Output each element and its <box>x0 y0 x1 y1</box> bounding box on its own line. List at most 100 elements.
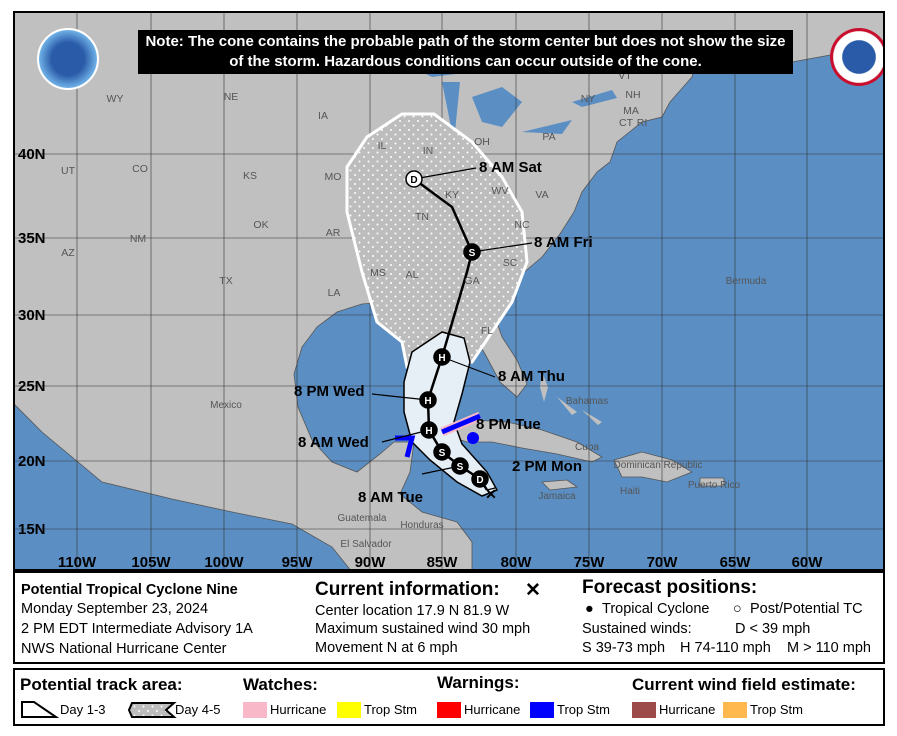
region-label: KY <box>445 189 459 201</box>
jamaica <box>541 479 579 491</box>
filled-circle-icon: ● <box>585 601 594 617</box>
map: 110W 105W 100W 95W 90W 85W 80W 75W 70W 65W 60W 40N 3… <box>13 11 885 571</box>
x-mark-icon: ✕ <box>525 580 541 601</box>
track-area-title: Potential track area: <box>20 675 183 694</box>
forecast-point-marker <box>451 457 469 475</box>
intensity-symbol: H <box>424 396 431 407</box>
region-label: FL <box>481 325 493 337</box>
day-4-5-icon <box>128 702 177 718</box>
longitude-label: 95W <box>282 554 314 569</box>
legend-swatch <box>530 702 554 718</box>
forecast-time-label: 8 AM Thu <box>498 368 565 385</box>
region-label: KS <box>243 170 257 182</box>
forecast-time-label: 8 AM Fri <box>534 234 593 251</box>
latitude-label: 20N <box>18 453 46 470</box>
region-label: NE <box>224 91 239 103</box>
intensity-symbol: H <box>438 353 445 364</box>
post-tc-label: Post/Potential TC <box>750 601 863 617</box>
longitude-label: 65W <box>720 554 752 569</box>
region-label: Honduras <box>400 520 443 531</box>
intensity-symbol: D <box>410 175 417 186</box>
region-label: TX <box>219 275 232 287</box>
puerto-rico <box>699 477 725 487</box>
info-panel: Potential Tropical Cyclone Nine Monday S… <box>13 571 885 664</box>
sustained-winds-label: Sustained winds: <box>582 621 692 637</box>
latitude-label: 30N <box>18 307 46 324</box>
legend-label: Trop Stm <box>750 702 803 717</box>
region-label: Puerto Rico <box>688 480 741 491</box>
advisory-date: Monday September 23, 2024 <box>21 601 209 617</box>
legend-swatch <box>723 702 747 718</box>
region-label: Bermuda <box>726 276 767 287</box>
region-label: Mexico <box>210 400 242 411</box>
forecast-positions-title: Forecast positions: <box>582 577 758 598</box>
tropical-cyclone-label: Tropical Cyclone <box>602 601 710 617</box>
region-label: MS <box>370 267 386 279</box>
intensity-symbol: S <box>457 462 464 473</box>
intensity-symbol: D <box>476 475 483 486</box>
legend-label: Hurricane <box>270 702 327 717</box>
legend-label: Trop Stm <box>557 702 610 717</box>
intensity-symbol: S <box>439 448 446 459</box>
region-label: SC <box>503 257 518 269</box>
region-label: AR <box>326 227 341 239</box>
day-1-3-label: Day 1-3 <box>60 702 106 717</box>
open-circle-icon: ○ <box>733 601 742 617</box>
tropical-storm-warning-line <box>441 413 481 435</box>
forecast-point-marker <box>433 443 451 461</box>
region-label: Bahamas <box>566 396 608 407</box>
bahamas <box>540 372 602 425</box>
forecast-time-label: 8 PM Tue <box>476 416 541 433</box>
region-label: NC <box>514 219 530 231</box>
legend-swatch <box>243 702 267 718</box>
legend-swatch <box>632 702 656 718</box>
s-category: S 39-73 mph <box>582 640 666 656</box>
day-1-3-icon <box>21 701 60 718</box>
region-label: Dominican Republic <box>614 460 703 471</box>
movement: Movement N at 6 mph <box>315 640 458 656</box>
longitude-label: 110W <box>58 554 97 569</box>
longitude-label: 90W <box>355 554 387 569</box>
issuing-center: NWS National Hurricane Center <box>21 641 227 657</box>
wind-field-title: Current wind field estimate: <box>632 675 856 694</box>
region-label: VA <box>535 189 548 201</box>
forecast-point-marker <box>463 243 481 261</box>
region-label: NM <box>130 233 146 245</box>
advisory-number: 2 PM EDT Intermediate Advisory 1A <box>21 621 253 637</box>
forecast-point-marker <box>405 170 423 188</box>
region-label: OH <box>474 136 490 148</box>
center-location: Center location 17.9 N 81.9 W <box>315 603 510 619</box>
latitude-label: 25N <box>18 378 46 395</box>
region-label: MA <box>623 105 639 117</box>
region-label: RI <box>637 117 648 129</box>
longitude-label: 75W <box>574 554 606 569</box>
cone-note: Note: The cone contains the probable pat… <box>138 30 793 74</box>
watches-title: Watches: <box>243 675 318 694</box>
region-label: TN <box>415 211 429 223</box>
region-label: IN <box>423 145 434 157</box>
region-label: AZ <box>61 247 75 259</box>
longitude-label: 60W <box>792 554 824 569</box>
noaa-logo <box>37 28 99 90</box>
region-label: Guatemala <box>338 513 387 524</box>
longitude-label: 70W <box>647 554 679 569</box>
nws-logo <box>830 28 883 86</box>
current-info-title: Current information: <box>315 579 500 600</box>
legend-label: Hurricane <box>464 702 521 717</box>
region-label: PA <box>542 131 555 143</box>
region-label: CO <box>132 163 148 175</box>
tropical-storm-warning-yucatan <box>395 435 416 458</box>
forecast-point-marker <box>471 470 489 488</box>
region-label: El Salvador <box>340 539 392 550</box>
forecast-point-marker <box>433 348 451 366</box>
hispaniola <box>613 451 693 483</box>
intensity-symbol: S <box>469 248 476 259</box>
cone-day-1-3 <box>403 331 499 497</box>
latitude-label: 35N <box>18 230 46 247</box>
region-label: CT <box>619 117 634 129</box>
longitude-label: 100W <box>204 554 244 569</box>
region-label: Cuba <box>575 442 599 453</box>
region-label: WY <box>107 93 124 105</box>
longitude-label: 85W <box>427 554 459 569</box>
